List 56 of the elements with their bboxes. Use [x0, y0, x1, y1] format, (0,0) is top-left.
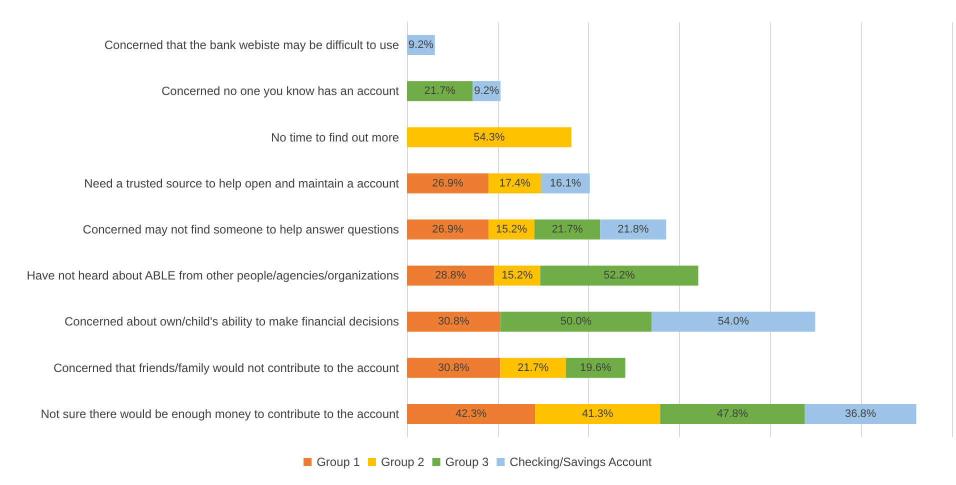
- data-label: 26.9%: [432, 177, 464, 190]
- y-tick-label: Need a trusted source to help open and maintain a account: [84, 176, 400, 190]
- bar: [540, 266, 698, 286]
- bar: [407, 81, 473, 102]
- data-label: 15.2%: [502, 270, 534, 282]
- bar: [535, 404, 660, 424]
- y-tick-label: Not sure there would be enough money to contribute to the account: [40, 406, 400, 421]
- y-tick-label: Concerned about own/child's ability to make financial decisions: [64, 314, 399, 329]
- y-tick-label: Concerned that friends/family would not contribute to the account: [53, 360, 400, 375]
- y-tick-label: No time to find out more: [270, 130, 400, 144]
- data-label: 19.6%: [580, 362, 612, 374]
- data-label: 47.8%: [716, 408, 748, 420]
- data-label: 30.8%: [438, 316, 470, 328]
- bar: [534, 220, 600, 240]
- data-label: 36.8%: [844, 408, 876, 420]
- data-label: 15.2%: [496, 224, 528, 236]
- data-label: 54.3%: [474, 131, 506, 144]
- legend-label: Group 1: [316, 455, 360, 469]
- data-label: 16.1%: [550, 177, 582, 190]
- bar: [407, 312, 500, 332]
- data-label: 52.2%: [604, 270, 636, 282]
- data-label: 28.8%: [435, 270, 466, 282]
- data-label: 21.7%: [424, 85, 456, 98]
- legend-label: Group 3: [445, 455, 489, 469]
- data-label: 21.7%: [552, 224, 584, 236]
- data-label: 30.8%: [438, 362, 470, 374]
- data-label: 9.2%: [474, 85, 500, 98]
- bar: [488, 173, 542, 194]
- data-label: 17.4%: [499, 177, 531, 190]
- y-tick-label: Concerned may not find someone to help answer questions: [82, 222, 399, 236]
- bar: [500, 358, 566, 378]
- bar: [652, 312, 816, 332]
- bar: [407, 220, 488, 240]
- bar: [407, 173, 488, 194]
- y-tick-label: Have not heard about ABLE from other people/agencies/organizations: [26, 268, 399, 283]
- data-label: 9.2%: [408, 39, 434, 52]
- bar: [407, 266, 494, 286]
- y-tick-label: Concerned that the bank webiste may be difficult to use: [104, 38, 400, 52]
- bar: [407, 404, 536, 424]
- data-label: 54.0%: [718, 316, 750, 328]
- legend-label: Group 2: [380, 455, 425, 469]
- data-label: 21.7%: [518, 362, 549, 374]
- bar: [600, 220, 666, 240]
- data-label: 41.3%: [582, 408, 614, 420]
- bar: [660, 404, 805, 424]
- data-label: 42.3%: [455, 408, 487, 420]
- data-label: 21.8%: [618, 224, 649, 236]
- bar: [566, 358, 626, 378]
- bar: [407, 127, 572, 148]
- y-tick-label: Concerned no one you know has an account: [162, 84, 400, 98]
- bar: [407, 358, 500, 378]
- data-label: 26.9%: [432, 224, 464, 236]
- legend-label: Checking/Savings Account: [510, 455, 652, 469]
- bar: [804, 404, 916, 424]
- data-label: 50.0%: [560, 316, 592, 328]
- bar: [500, 312, 652, 332]
